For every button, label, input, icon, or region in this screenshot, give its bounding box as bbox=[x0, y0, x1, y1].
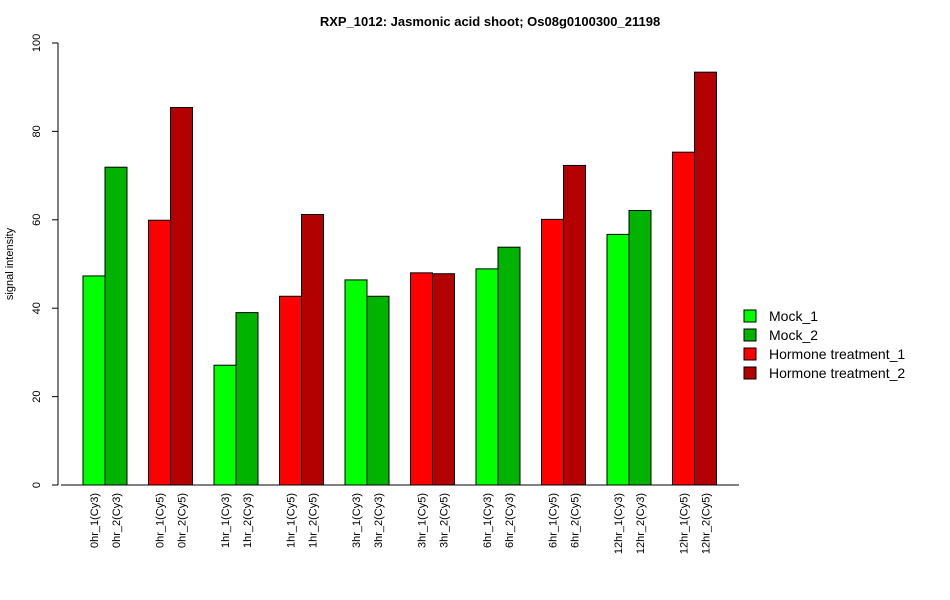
bar bbox=[672, 151, 695, 486]
bar bbox=[475, 268, 499, 486]
category-label: 1hr_1(Cy5) bbox=[286, 493, 298, 548]
bar bbox=[563, 164, 586, 486]
legend-swatch bbox=[743, 328, 757, 342]
category-label: 3hr_2(Cy3) bbox=[373, 493, 385, 548]
y-tick-label: 20 bbox=[31, 390, 43, 402]
category-labels: 0hr_1(Cy3) 0hr_2(Cy3) 0hr_1(Cy5) 0hr_2(Cy5)… bbox=[89, 493, 713, 554]
bar bbox=[213, 364, 237, 486]
legend-label: Mock_2 bbox=[769, 327, 818, 343]
y-tick-label: 60 bbox=[31, 214, 43, 226]
bar bbox=[301, 213, 324, 486]
bar bbox=[344, 279, 368, 486]
category-label: 12hr_2(Cy3) bbox=[635, 493, 647, 554]
category-label: 1hr_2(Cy5) bbox=[308, 493, 320, 548]
category-label: 0hr_1(Cy3) bbox=[89, 493, 101, 548]
bar bbox=[432, 273, 455, 486]
category-label: 6hr_1(Cy5) bbox=[548, 493, 560, 548]
category-label: 0hr_2(Cy5) bbox=[177, 493, 189, 548]
bar bbox=[235, 312, 259, 486]
category-label: 12hr_1(Cy3) bbox=[613, 493, 625, 554]
category-label: 6hr_2(Cy5) bbox=[570, 493, 582, 548]
legend-label: Mock_1 bbox=[769, 308, 818, 324]
category-label: 12hr_1(Cy5) bbox=[679, 493, 691, 554]
y-tick-label: 0 bbox=[31, 482, 43, 488]
legend: Mock_1 Mock_2 Hormone treatment_1 Hormone t… bbox=[743, 308, 905, 381]
bar bbox=[541, 218, 564, 486]
legend-swatch bbox=[743, 309, 757, 323]
legend-label: Hormone treatment_2 bbox=[769, 365, 905, 381]
bar bbox=[82, 275, 106, 486]
category-label: 1hr_2(Cy3) bbox=[242, 493, 254, 548]
bar bbox=[628, 210, 652, 486]
bar bbox=[279, 295, 302, 486]
y-axis: 0 20 40 60 80 100 bbox=[31, 34, 59, 488]
bar bbox=[104, 166, 128, 486]
category-label: 3hr_1(Cy3) bbox=[351, 493, 363, 548]
y-tick-label: 40 bbox=[31, 302, 43, 314]
category-label: 12hr_2(Cy5) bbox=[701, 493, 713, 554]
legend-swatch bbox=[743, 366, 757, 380]
category-label: 6hr_1(Cy3) bbox=[482, 493, 494, 548]
bar bbox=[497, 246, 521, 486]
category-label: 6hr_2(Cy3) bbox=[504, 493, 516, 548]
bar bbox=[606, 233, 630, 486]
bars-group bbox=[82, 71, 717, 486]
category-label: 3hr_2(Cy5) bbox=[439, 493, 451, 548]
bar bbox=[170, 107, 193, 486]
bar bbox=[694, 71, 717, 486]
legend-label: Hormone treatment_1 bbox=[769, 346, 905, 362]
category-label: 0hr_1(Cy5) bbox=[155, 493, 167, 548]
bar bbox=[366, 295, 390, 486]
y-tick-label: 100 bbox=[31, 34, 43, 52]
chart-title: RXP_1012: Jasmonic acid shoot; Os08g0100… bbox=[320, 14, 660, 29]
bar bbox=[148, 219, 171, 486]
category-label: 0hr_2(Cy3) bbox=[111, 493, 123, 548]
bar bbox=[410, 272, 433, 486]
category-label: 1hr_1(Cy3) bbox=[220, 493, 232, 548]
category-label: 3hr_1(Cy5) bbox=[417, 493, 429, 548]
legend-swatch bbox=[743, 347, 757, 361]
y-tick-label: 80 bbox=[31, 125, 43, 137]
y-axis-label: signal intensity bbox=[4, 227, 16, 300]
